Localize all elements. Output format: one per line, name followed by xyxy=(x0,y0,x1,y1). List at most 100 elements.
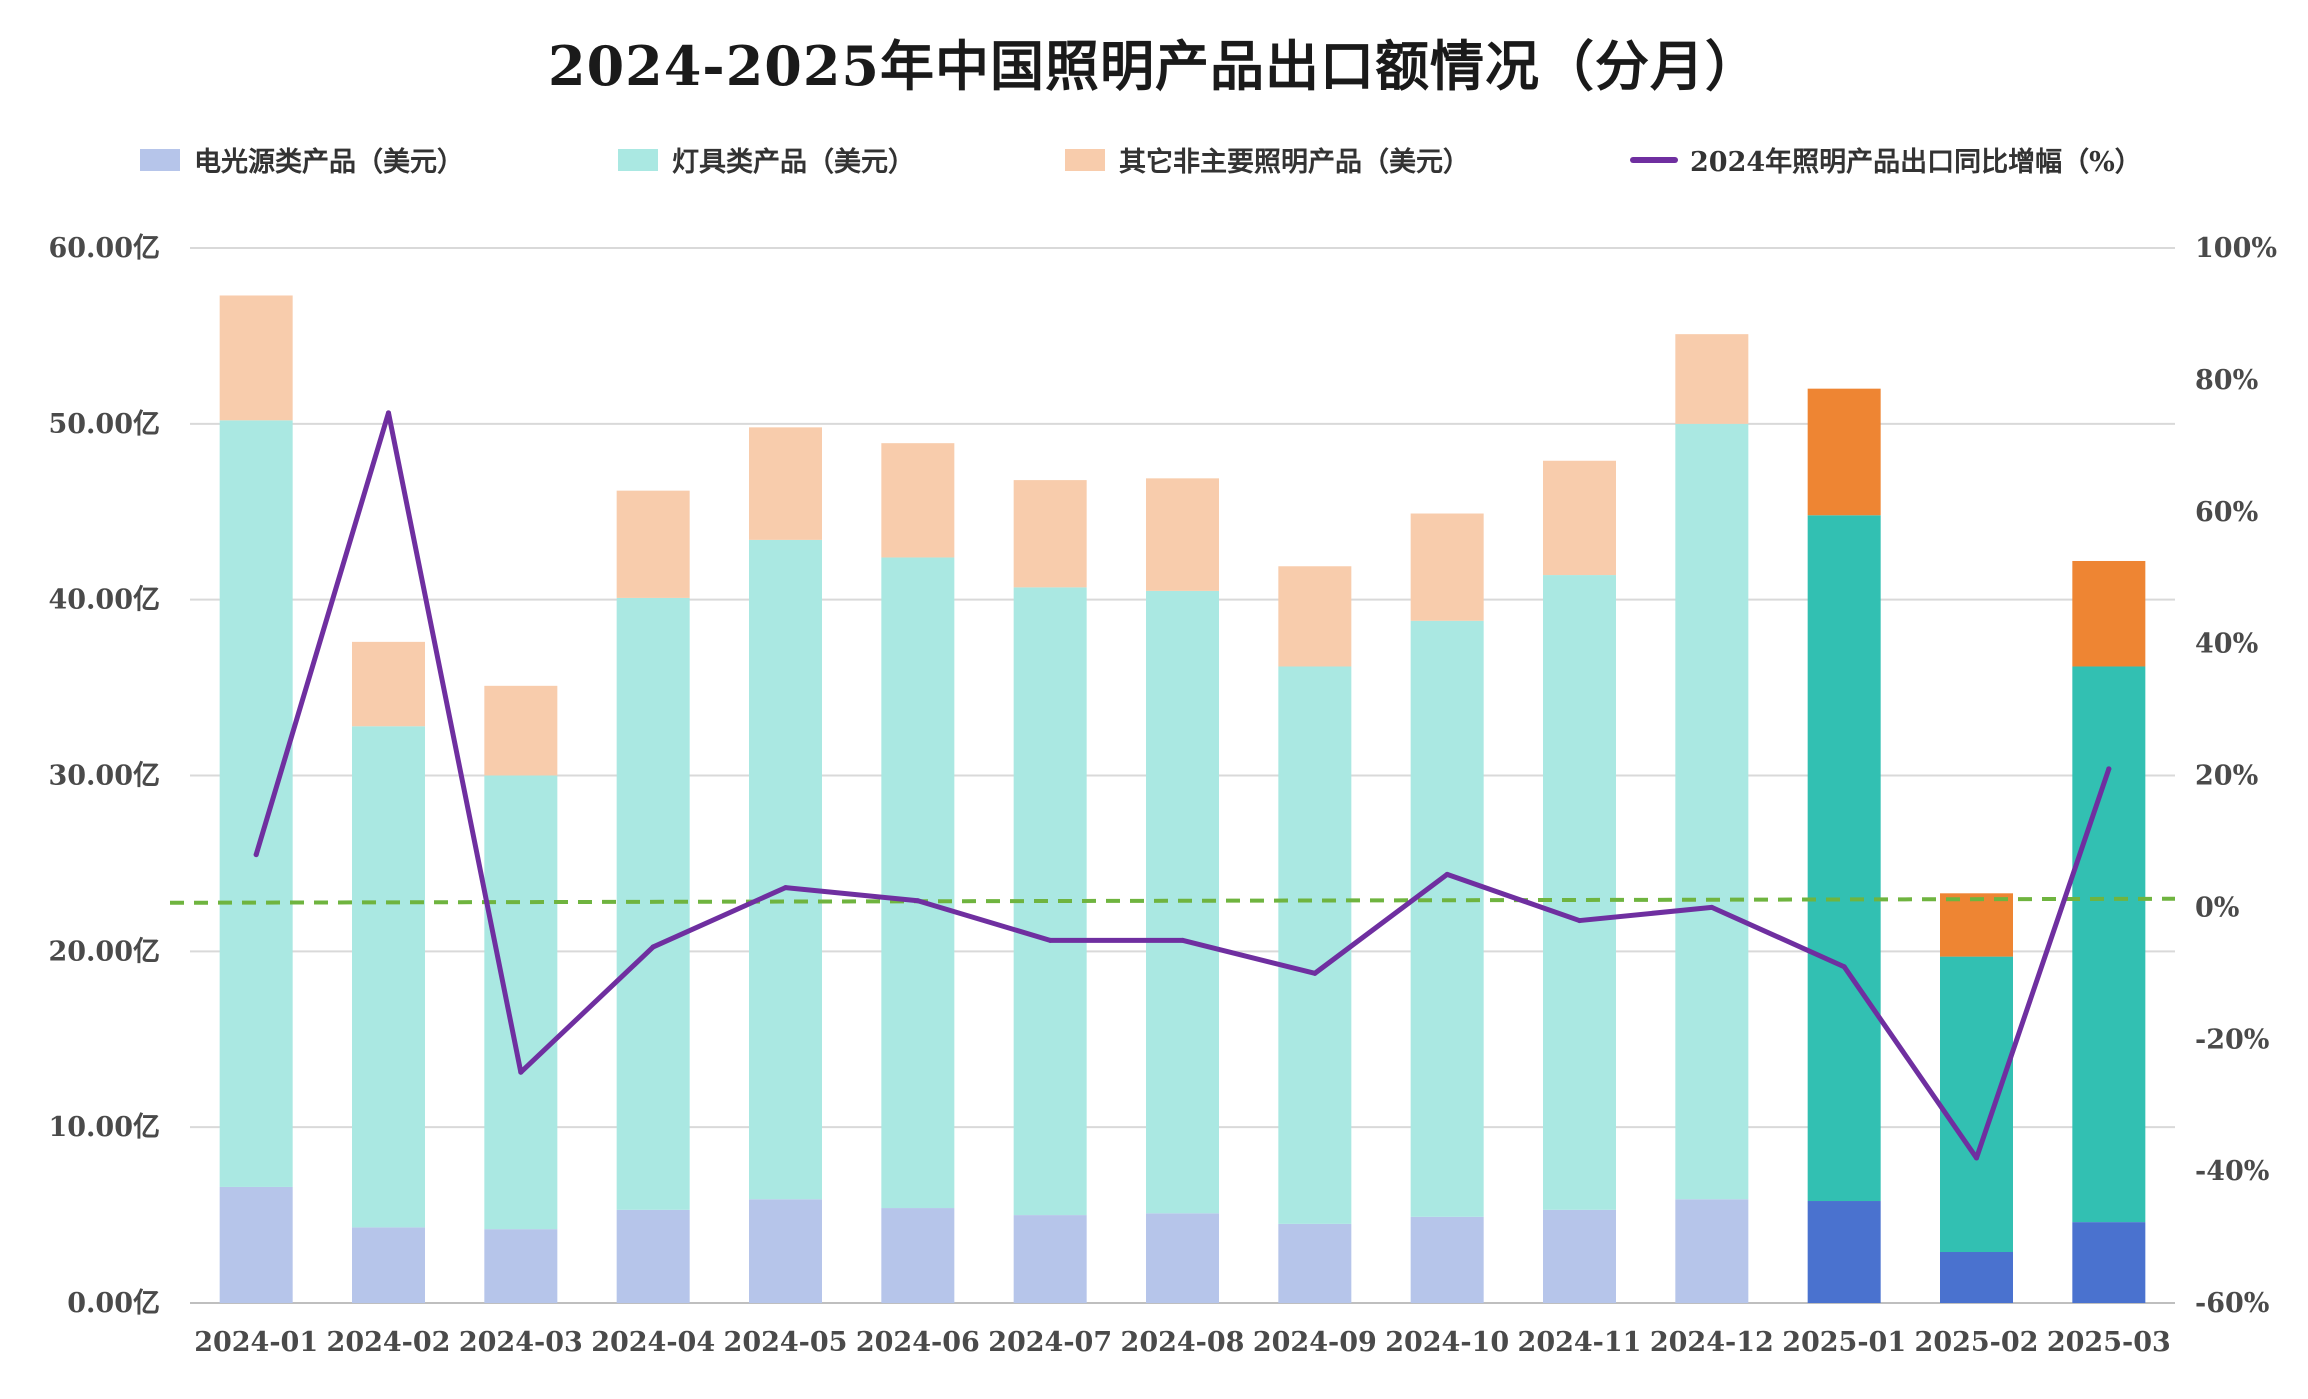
y-right-tick-label: 60% xyxy=(2195,497,2258,528)
y-left-tick-label: 20.00亿 xyxy=(48,936,160,967)
growth-point-2025-02 xyxy=(1974,1155,1979,1161)
y-right-tick-label: -60% xyxy=(2195,1288,2269,1319)
y-left-tick-label: 60.00亿 xyxy=(48,233,160,264)
axis-layer: 0.00亿 10.00亿 20.00亿 30.00亿 40.00亿 50.00亿 60.00… xyxy=(48,233,2277,1358)
growth-point-2024-01 xyxy=(253,852,259,858)
x-tick-label: 2024-06 xyxy=(856,1327,980,1358)
growth-point-2024-06 xyxy=(915,898,921,904)
bar-segment-2-2024-05 xyxy=(749,427,822,540)
growth-point-2024-05 xyxy=(783,885,788,891)
y-right-tick-label: -40% xyxy=(2195,1156,2269,1187)
bar-segment-2-2024-07 xyxy=(1013,480,1087,588)
bar-segment-2-2024-08 xyxy=(1146,478,1219,591)
x-tick-label: 2025-01 xyxy=(1782,1327,1906,1358)
bar-segment-0-2024-03 xyxy=(484,1229,558,1303)
y-right-tick-label: 80% xyxy=(2195,365,2258,396)
growth-point-2024-12 xyxy=(1709,904,1715,910)
bar-segment-2-2024-09 xyxy=(1278,566,1352,667)
line-layer xyxy=(253,410,2112,1161)
bar-segment-2-2025-02 xyxy=(1940,893,2013,957)
bar-segment-2-2024-11 xyxy=(1543,460,1616,576)
growth-point-2024-10 xyxy=(1444,871,1450,877)
growth-point-2024-07 xyxy=(1047,937,1053,943)
y-left-tick-label: 30.00亿 xyxy=(48,761,160,792)
x-tick-label: 2024-09 xyxy=(1253,1327,1377,1358)
bar-segment-0-2024-02 xyxy=(352,1227,425,1303)
bar-segment-1-2024-03 xyxy=(484,775,558,1230)
growth-point-2024-08 xyxy=(1180,937,1185,943)
bar-segment-1-2025-01 xyxy=(1807,515,1881,1202)
growth-point-2024-09 xyxy=(1312,970,1318,976)
legend-swatch-luminaires xyxy=(618,148,658,171)
chart-title: 2024-2025年中国照明产品出口额情况（分月） xyxy=(548,34,1760,98)
y-right-tick-label: 100% xyxy=(2195,233,2277,264)
bar-segment-0-2025-02 xyxy=(1940,1252,2013,1303)
x-tick-label: 2024-02 xyxy=(327,1327,451,1358)
x-tick-label: 2024-05 xyxy=(724,1327,848,1358)
bar-segment-1-2024-06 xyxy=(881,557,955,1209)
bar-segment-1-2024-10 xyxy=(1410,620,1484,1217)
bar-segment-1-2024-11 xyxy=(1543,575,1616,1210)
bar-segment-0-2025-03 xyxy=(2072,1222,2146,1303)
bar-segment-0-2025-01 xyxy=(1807,1201,1881,1303)
x-tick-label: 2025-02 xyxy=(1915,1327,2039,1358)
bar-segment-1-2025-02 xyxy=(1940,956,2013,1253)
bar-segment-1-2024-05 xyxy=(749,539,822,1200)
bar-layer xyxy=(219,295,2146,1303)
y-left-tick-label: 40.00亿 xyxy=(48,585,160,616)
bar-segment-2-2025-01 xyxy=(1807,388,1881,516)
growth-point-2025-03 xyxy=(2106,766,2112,772)
bar-segment-2-2024-06 xyxy=(881,443,955,558)
legend-label-light-source: 电光源类产品（美元） xyxy=(194,147,464,178)
y-right-tick-label: 20% xyxy=(2195,761,2258,792)
bar-segment-0-2024-05 xyxy=(749,1199,822,1303)
legend-item-luminaires: 灯具类产品（美元） xyxy=(618,140,915,179)
bar-segment-0-2024-12 xyxy=(1675,1199,1749,1303)
bar-segment-2-2024-10 xyxy=(1410,513,1484,621)
bar-segment-0-2024-10 xyxy=(1410,1216,1484,1303)
bar-segment-1-2024-01 xyxy=(219,420,293,1187)
growth-point-2024-03 xyxy=(518,1069,524,1075)
y-left-tick-label: 10.00亿 xyxy=(48,1112,160,1143)
bar-segment-2-2025-03 xyxy=(2072,560,2146,667)
bar-segment-0-2024-09 xyxy=(1278,1223,1352,1303)
x-tick-label: 2025-03 xyxy=(2047,1327,2171,1358)
bar-segment-1-2024-09 xyxy=(1278,666,1352,1224)
bar-segment-1-2024-02 xyxy=(352,726,425,1228)
y-left-tick-label: 50.00亿 xyxy=(48,409,160,440)
x-tick-label: 2024-11 xyxy=(1518,1327,1642,1358)
x-tick-label: 2024-08 xyxy=(1121,1327,1245,1358)
y-right-tick-label: -20% xyxy=(2195,1024,2269,1055)
legend-item-light-source: 电光源类产品（美元） xyxy=(140,140,464,179)
growth-point-2024-11 xyxy=(1577,918,1582,924)
bar-segment-2-2024-03 xyxy=(484,685,558,776)
legend: 电光源类产品（美元） 灯具类产品（美元） 其它非主要照明产品（美元） 2024年… xyxy=(0,140,2308,190)
growth-point-2024-02 xyxy=(386,410,391,416)
x-tick-label: 2024-12 xyxy=(1650,1327,1774,1358)
bar-segment-0-2024-01 xyxy=(219,1186,293,1303)
legend-swatch-light-source xyxy=(140,148,180,171)
y-right-tick-label: 0% xyxy=(2195,892,2239,923)
growth-point-2024-04 xyxy=(650,944,656,950)
bar-segment-1-2025-03 xyxy=(2072,666,2146,1223)
x-tick-label: 2024-10 xyxy=(1385,1327,1509,1358)
legend-item-other: 其它非主要照明产品（美元） xyxy=(1065,140,1470,179)
y-left-tick-label: 0.00亿 xyxy=(67,1288,160,1319)
bar-segment-2-2024-12 xyxy=(1675,334,1749,424)
x-tick-label: 2024-04 xyxy=(591,1327,715,1358)
x-tick-label: 2024-03 xyxy=(459,1327,583,1358)
legend-label-luminaires: 灯具类产品（美元） xyxy=(672,147,915,178)
x-tick-label: 2024-01 xyxy=(194,1327,318,1358)
bar-segment-1-2024-12 xyxy=(1675,423,1749,1200)
legend-label-growth: 2024年照明产品出口同比增幅（%） xyxy=(1690,147,2142,178)
legend-line-growth xyxy=(1630,156,1678,163)
bar-segment-0-2024-08 xyxy=(1146,1213,1219,1303)
x-tick-label: 2024-07 xyxy=(988,1327,1112,1358)
y-right-tick-label: 40% xyxy=(2195,629,2258,660)
bar-segment-0-2024-06 xyxy=(881,1208,955,1303)
bar-segment-2-2024-04 xyxy=(616,490,690,598)
legend-swatch-other xyxy=(1065,148,1105,171)
bar-segment-0-2024-07 xyxy=(1013,1215,1087,1303)
bar-segment-0-2024-11 xyxy=(1543,1209,1616,1303)
